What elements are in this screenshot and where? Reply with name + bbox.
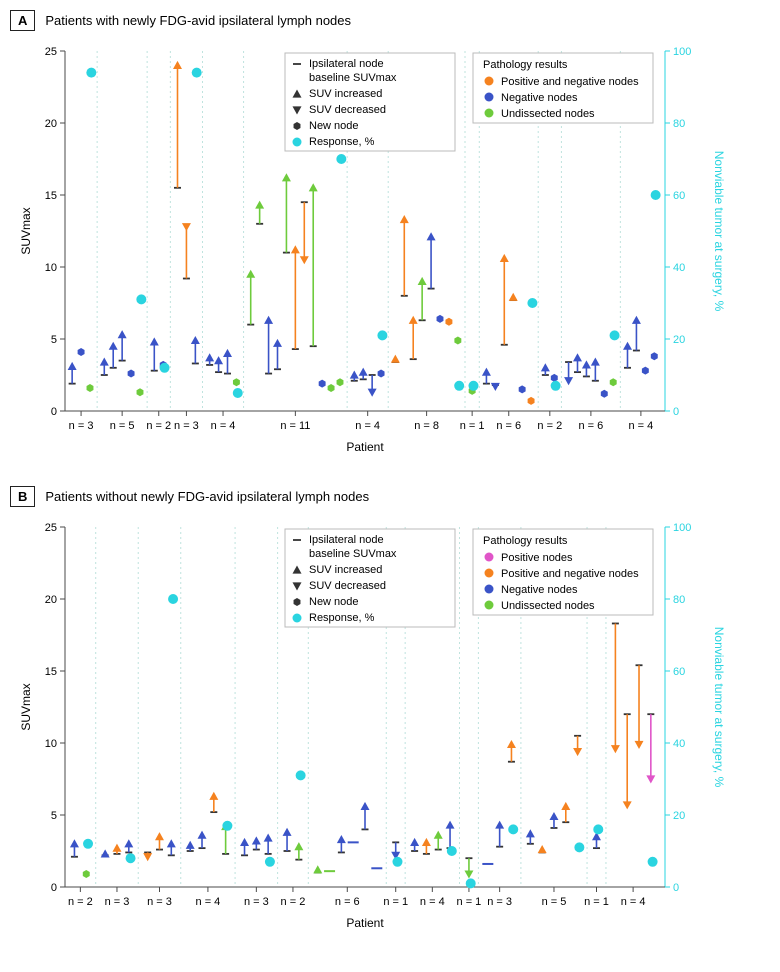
svg-text:Positive and negative nodes: Positive and negative nodes (501, 76, 639, 88)
svg-text:n = 2: n = 2 (537, 420, 562, 432)
svg-text:n = 11: n = 11 (280, 420, 310, 432)
svg-text:SUV decreased: SUV decreased (309, 580, 386, 592)
svg-text:5: 5 (51, 334, 57, 346)
svg-text:Pathology results: Pathology results (483, 59, 568, 71)
svg-text:Pathology results: Pathology results (483, 535, 568, 547)
svg-text:80: 80 (673, 594, 685, 606)
svg-text:n = 6: n = 6 (496, 420, 521, 432)
svg-text:n = 1: n = 1 (584, 896, 609, 908)
svg-text:Response, %: Response, % (309, 136, 375, 148)
svg-text:80: 80 (673, 118, 685, 130)
svg-text:SUVmax: SUVmax (19, 683, 33, 730)
chart-a: 0 5 10 15 20 25 SUVmax 0 20 40 60 80 100 Nonviable tu… (10, 39, 770, 466)
svg-text:10: 10 (45, 262, 57, 274)
svg-text:Positive and negative nodes: Positive and negative nodes (501, 568, 639, 580)
svg-text:New node: New node (309, 120, 359, 132)
svg-text:n = 1: n = 1 (383, 896, 408, 908)
svg-text:Negative nodes: Negative nodes (501, 92, 578, 104)
svg-text:25: 25 (45, 46, 57, 58)
svg-text:15: 15 (45, 190, 57, 202)
svg-text:20: 20 (45, 118, 57, 130)
chart-b: 0 5 10 15 20 25 SUVmax 0 20 40 60 80 100 Nonviable tu… (10, 515, 770, 942)
svg-text:n = 4: n = 4 (629, 420, 654, 432)
svg-text:SUV increased: SUV increased (309, 88, 382, 100)
svg-text:n = 4: n = 4 (420, 896, 445, 908)
svg-text:15: 15 (45, 666, 57, 678)
svg-text:n = 8: n = 8 (414, 420, 439, 432)
svg-text:Undissected nodes: Undissected nodes (501, 108, 595, 120)
panel-letter-a: A (10, 10, 35, 31)
svg-text:Undissected nodes: Undissected nodes (501, 600, 595, 612)
svg-text:60: 60 (673, 666, 685, 678)
svg-text:n = 5: n = 5 (110, 420, 135, 432)
svg-text:0: 0 (673, 882, 679, 894)
svg-text:Ipsilateral node: Ipsilateral node (309, 534, 384, 546)
svg-text:Ipsilateral node: Ipsilateral node (309, 58, 384, 70)
svg-text:n = 3: n = 3 (174, 420, 199, 432)
svg-text:n = 3: n = 3 (69, 420, 94, 432)
svg-text:0: 0 (51, 882, 57, 894)
svg-text:baseline SUVmax: baseline SUVmax (309, 72, 397, 84)
svg-text:n = 2: n = 2 (146, 420, 171, 432)
svg-text:10: 10 (45, 738, 57, 750)
svg-text:SUVmax: SUVmax (19, 207, 33, 254)
panel-b: B Patients without newly FDG-avid ipsila… (10, 486, 770, 942)
svg-text:20: 20 (673, 810, 685, 822)
svg-text:n = 4: n = 4 (196, 896, 221, 908)
svg-text:n = 5: n = 5 (542, 896, 567, 908)
svg-text:100: 100 (673, 46, 691, 58)
svg-text:40: 40 (673, 262, 685, 274)
svg-text:0: 0 (51, 406, 57, 418)
svg-text:Nonviable tumor at surgery, %: Nonviable tumor at surgery, % (712, 151, 726, 312)
svg-text:n = 6: n = 6 (335, 896, 360, 908)
svg-text:0: 0 (673, 406, 679, 418)
svg-text:40: 40 (673, 738, 685, 750)
svg-text:n = 4: n = 4 (211, 420, 236, 432)
svg-text:20: 20 (45, 594, 57, 606)
svg-text:60: 60 (673, 190, 685, 202)
svg-text:n = 4: n = 4 (621, 896, 646, 908)
svg-text:Nonviable tumor at surgery, %: Nonviable tumor at surgery, % (712, 627, 726, 788)
svg-text:100: 100 (673, 522, 691, 534)
svg-text:Response, %: Response, % (309, 612, 375, 624)
svg-text:Patient: Patient (346, 916, 384, 930)
svg-text:n = 4: n = 4 (355, 420, 380, 432)
svg-text:n = 2: n = 2 (68, 896, 93, 908)
svg-text:5: 5 (51, 810, 57, 822)
svg-text:SUV increased: SUV increased (309, 564, 382, 576)
svg-text:n = 6: n = 6 (579, 420, 604, 432)
svg-text:n = 1: n = 1 (457, 896, 482, 908)
svg-text:n = 3: n = 3 (487, 896, 512, 908)
svg-text:Positive nodes: Positive nodes (501, 552, 573, 564)
svg-text:25: 25 (45, 522, 57, 534)
svg-text:20: 20 (673, 334, 685, 346)
svg-text:n = 3: n = 3 (147, 896, 172, 908)
svg-text:n = 1: n = 1 (460, 420, 485, 432)
figure: A Patients with newly FDG-avid ipsilater… (10, 10, 770, 942)
panel-title-a: Patients with newly FDG-avid ipsilateral… (45, 13, 351, 28)
svg-text:n = 3: n = 3 (105, 896, 130, 908)
svg-text:n = 3: n = 3 (244, 896, 269, 908)
svg-text:SUV decreased: SUV decreased (309, 104, 386, 116)
panel-letter-b: B (10, 486, 35, 507)
panel-title-b: Patients without newly FDG-avid ipsilate… (45, 489, 369, 504)
svg-text:n = 2: n = 2 (281, 896, 306, 908)
svg-text:Patient: Patient (346, 440, 384, 454)
svg-text:Negative nodes: Negative nodes (501, 584, 578, 596)
panel-a: A Patients with newly FDG-avid ipsilater… (10, 10, 770, 466)
svg-text:baseline SUVmax: baseline SUVmax (309, 548, 397, 560)
svg-text:New node: New node (309, 596, 359, 608)
